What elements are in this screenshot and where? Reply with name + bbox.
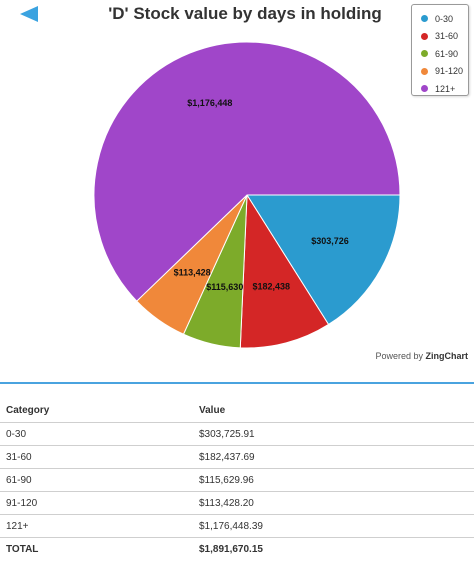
- legend-label: 0-30: [435, 13, 454, 24]
- powered-by-text: Powered by: [375, 351, 423, 361]
- legend-label: 31-60: [435, 31, 459, 42]
- table-row: 0-30 $303,725.91: [0, 422, 474, 446]
- pie-chart: $303,726 $182,438 $115,630 $113,428 $1,176,4…: [93, 41, 401, 349]
- table-cell-value: $115,629.96: [199, 468, 474, 492]
- table-row: 91-120 $113,428.20: [0, 491, 474, 515]
- data-table: Category Value 0-30 $303,725.91 31-60 $1…: [0, 398, 474, 560]
- table-row: 61-90 $115,629.96: [0, 468, 474, 492]
- legend-marker-icon: [421, 15, 428, 23]
- divider: [0, 382, 474, 384]
- table-cell-value: $1,176,448.39: [199, 514, 474, 538]
- table-cell-category: 31-60: [0, 445, 199, 469]
- table-cell-value: $113,428.20: [199, 491, 474, 515]
- table-cell-value: $182,437.69: [199, 445, 474, 469]
- legend-item-121-plus[interactable]: 121+: [412, 80, 468, 98]
- legend-marker-icon: [421, 50, 428, 58]
- back-arrow-icon[interactable]: [20, 6, 40, 22]
- pie-slice-31-60[interactable]: [239, 193, 330, 349]
- legend-marker-icon: [421, 67, 428, 75]
- pie-data-label-61-90: $115,630: [206, 282, 243, 292]
- pie-slice-121-plus[interactable]: [93, 41, 401, 302]
- chart-area: $303,726 $182,438 $115,630 $113,428 $1,176,4…: [20, 4, 469, 361]
- legend-item-61-90[interactable]: 61-90: [412, 45, 468, 63]
- pie-data-label-91-120: $113,428: [174, 267, 211, 277]
- table-cell-category: 61-90: [0, 468, 199, 492]
- legend-item-0-30[interactable]: 0-30: [412, 10, 468, 28]
- legend-item-31-60[interactable]: 31-60: [412, 28, 468, 46]
- table-row: 31-60 $182,437.69: [0, 445, 474, 469]
- pie-data-label-121-plus: $1,176,448: [187, 98, 232, 108]
- table-header-category: Category: [0, 398, 199, 423]
- table-row: 121+ $1,176,448.39: [0, 514, 474, 538]
- table-cell-category: 91-120: [0, 491, 199, 515]
- pie-slice-0-30[interactable]: [246, 194, 401, 326]
- pie-data-label-31-60: $182,438: [253, 282, 291, 292]
- table-cell-value: $303,725.91: [199, 422, 474, 446]
- table-total-value: $1,891,670.15: [199, 543, 263, 555]
- table-header-value: Value: [199, 398, 474, 423]
- table-total-row: TOTAL $1,891,670.15: [0, 538, 474, 561]
- legend-item-91-120[interactable]: 91-120: [412, 63, 468, 81]
- table-total-label: TOTAL: [6, 543, 39, 555]
- pie-data-label-0-30: $303,726: [311, 236, 349, 246]
- table-header-row: Category Value: [0, 398, 474, 423]
- table-cell-category: 0-30: [0, 422, 199, 446]
- legend: 0-30 31-60 61-90 91-120 121+: [411, 4, 469, 96]
- legend-label: 121+: [435, 83, 456, 94]
- legend-marker-icon: [421, 32, 428, 40]
- powered-by-brand: ZingChart: [425, 351, 469, 361]
- legend-label: 61-90: [435, 48, 459, 59]
- legend-marker-icon: [421, 85, 428, 93]
- chart-title: 'D' Stock value by days in holding: [108, 4, 382, 23]
- table-cell-category: 121+: [0, 514, 199, 538]
- legend-label: 91-120: [435, 66, 464, 77]
- powered-by[interactable]: Powered by ZingChart: [375, 351, 468, 361]
